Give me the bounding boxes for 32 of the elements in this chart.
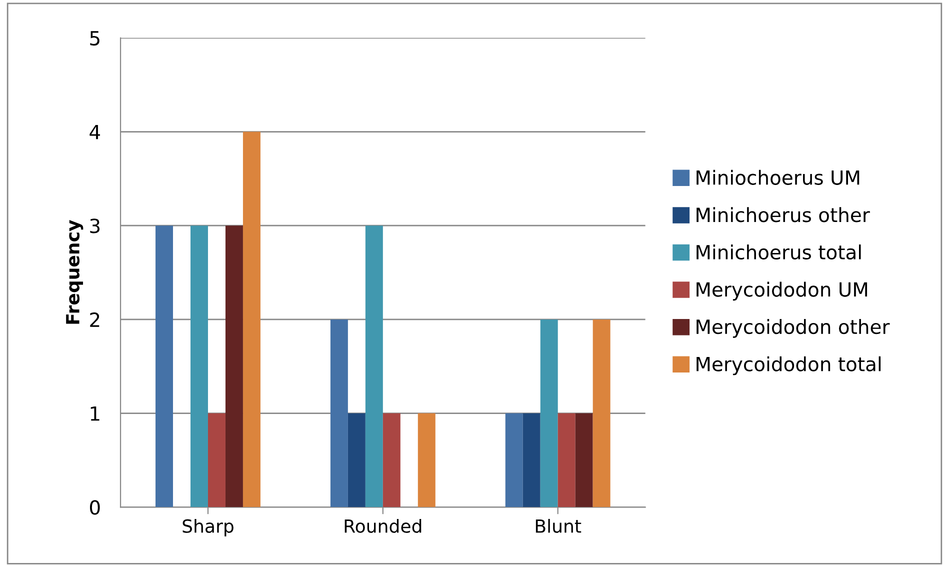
bar xyxy=(382,413,400,508)
y-tick-label: 0 xyxy=(90,500,100,515)
bar xyxy=(575,413,593,508)
legend-label: Miniochoerus UM xyxy=(696,170,860,185)
x-tick-label: Rounded xyxy=(344,518,422,533)
bar xyxy=(418,413,436,508)
bar xyxy=(540,319,558,508)
y-tick-label: 2 xyxy=(90,312,100,327)
bar xyxy=(242,132,260,508)
bar xyxy=(190,226,208,508)
legend-label: Merycoidodon total xyxy=(696,356,881,376)
bar xyxy=(348,413,366,508)
bar xyxy=(592,319,610,508)
legend-label: Merycoidodon other xyxy=(696,319,890,338)
bar xyxy=(522,413,540,508)
bar xyxy=(208,413,226,508)
bar xyxy=(558,413,576,508)
bar xyxy=(225,226,243,508)
legend-label: Minichoerus total xyxy=(696,244,861,260)
y-axis-title: Frequency xyxy=(66,220,84,324)
legend-label: Merycoidodon UM xyxy=(696,282,868,301)
y-tick-label: 4 xyxy=(90,124,100,140)
bar xyxy=(156,226,174,508)
bar xyxy=(505,413,523,508)
y-tick-label: 5 xyxy=(90,31,100,46)
legend-label: Minichoerus other xyxy=(696,207,870,222)
x-tick-label: Blunt xyxy=(536,518,582,533)
x-tick-label: Sharp xyxy=(182,518,234,536)
bar xyxy=(330,319,348,508)
y-tick-label: 1 xyxy=(90,406,100,421)
y-tick-label: 3 xyxy=(90,218,100,234)
bar xyxy=(365,226,383,508)
